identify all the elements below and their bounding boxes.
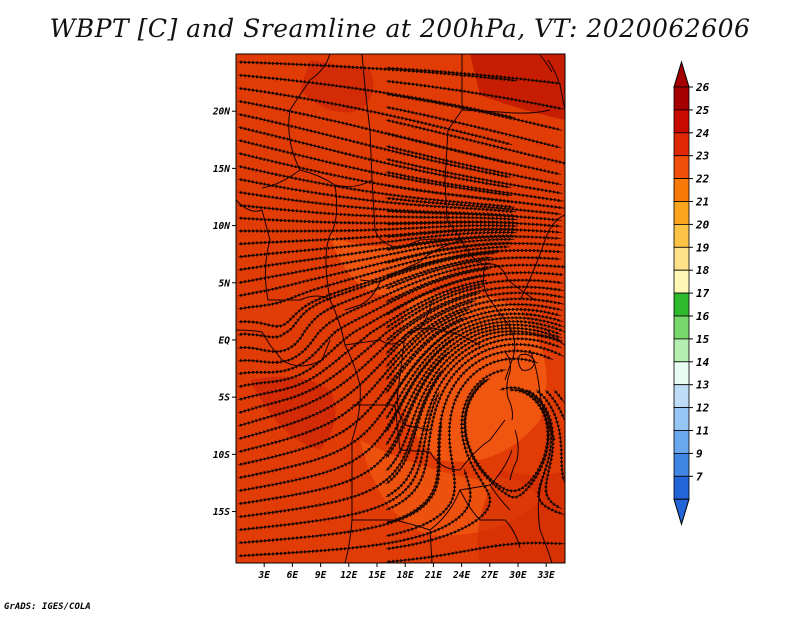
streamline bbox=[385, 543, 565, 562]
colorbar-swatch bbox=[673, 155, 690, 179]
lon-tick-label: 3E bbox=[257, 570, 270, 581]
latitude-ticks: 20N 15N 10N 5N EQ 5S 10S 15S bbox=[212, 107, 236, 518]
grads-credit: GrADS: IGES/COLA bbox=[4, 602, 91, 612]
colorbar-label: 22 bbox=[695, 173, 710, 186]
colorbar: 26 25 24 23 22 21 20 19 18 17 16 15 14 13 12 11 9 7 bbox=[673, 60, 710, 526]
lon-tick-label: 6E bbox=[287, 570, 299, 581]
colorbar-label: 9 bbox=[696, 447, 703, 460]
colorbar-swatch bbox=[673, 178, 690, 202]
colorbar-bottom-arrow bbox=[673, 498, 690, 526]
lon-tick-label: 27E bbox=[480, 570, 498, 581]
streamline bbox=[553, 389, 565, 403]
longitude-ticks: 3E 6E 9E 12E 15E 18E 21E 24E 27E 30E 33E bbox=[257, 563, 555, 581]
colorbar-label: 19 bbox=[696, 241, 710, 254]
map-area bbox=[236, 54, 565, 563]
colorbar-label: 26 bbox=[695, 81, 710, 94]
colorbar-label: 15 bbox=[696, 333, 710, 346]
lat-tick-label: 5N bbox=[219, 278, 231, 289]
colorbar-label: 11 bbox=[696, 425, 709, 438]
colorbar-label: 21 bbox=[695, 196, 709, 209]
coastlines bbox=[504, 54, 565, 481]
colorbar-swatch bbox=[673, 223, 690, 248]
colorbar-label: 20 bbox=[695, 218, 710, 231]
colorbar-label: 18 bbox=[696, 264, 710, 277]
lat-tick-label: 5S bbox=[219, 393, 231, 404]
streamline bbox=[544, 389, 565, 421]
country-borders bbox=[236, 54, 565, 563]
colorbar-swatch bbox=[673, 269, 690, 294]
colorbar-swatch bbox=[673, 475, 690, 500]
streamline bbox=[237, 468, 470, 556]
colorbar-swatch bbox=[673, 384, 690, 409]
lat-tick-label: 15N bbox=[213, 164, 230, 175]
lat-tick-label: 10S bbox=[213, 450, 230, 461]
streamline bbox=[237, 62, 518, 81]
lat-tick-label: 15S bbox=[213, 507, 230, 518]
chart-title: WBPT [C] and Sreamline at 200hPa, VT: 20… bbox=[49, 14, 751, 43]
lat-tick-label: EQ bbox=[219, 335, 231, 346]
lat-tick-label: 20N bbox=[212, 107, 230, 118]
colorbar-label: 14 bbox=[696, 356, 710, 369]
lon-tick-label: 30E bbox=[508, 570, 526, 581]
colorbar-swatch bbox=[673, 315, 690, 340]
lon-tick-label: 15E bbox=[368, 570, 385, 581]
colorbar-swatch bbox=[673, 452, 690, 477]
colorbar-swatch bbox=[673, 292, 690, 317]
colorbar-label: 23 bbox=[695, 150, 710, 163]
colorbar-swatch bbox=[673, 407, 690, 431]
colorbar-swatch bbox=[673, 338, 690, 363]
colorbar-swatch bbox=[673, 201, 690, 225]
lon-tick-label: 24E bbox=[452, 570, 470, 581]
lon-tick-label: 33E bbox=[537, 570, 555, 581]
streamlines bbox=[237, 62, 565, 562]
colorbar-swatch bbox=[673, 109, 690, 134]
colorbar-label: 24 bbox=[695, 127, 710, 140]
colorbar-swatch bbox=[673, 86, 690, 111]
colorbar-label: 25 bbox=[695, 104, 710, 117]
colorbar-swatch bbox=[673, 246, 690, 271]
colorbar-label: 16 bbox=[696, 310, 710, 323]
colorbar-swatch bbox=[673, 430, 690, 454]
colorbar-label: 13 bbox=[696, 379, 710, 392]
lon-tick-label: 18E bbox=[397, 570, 414, 581]
colorbar-label: 7 bbox=[696, 470, 703, 483]
colorbar-swatch bbox=[673, 361, 690, 386]
lon-tick-label: 21E bbox=[424, 570, 442, 581]
colorbar-label: 12 bbox=[696, 402, 710, 415]
lon-tick-label: 12E bbox=[340, 570, 357, 581]
colorbar-swatch bbox=[673, 132, 690, 157]
lat-tick-label: 10N bbox=[213, 221, 230, 232]
lon-tick-label: 9E bbox=[315, 570, 327, 581]
colorbar-label: 17 bbox=[696, 287, 710, 300]
colorbar-top-arrow bbox=[673, 60, 690, 88]
